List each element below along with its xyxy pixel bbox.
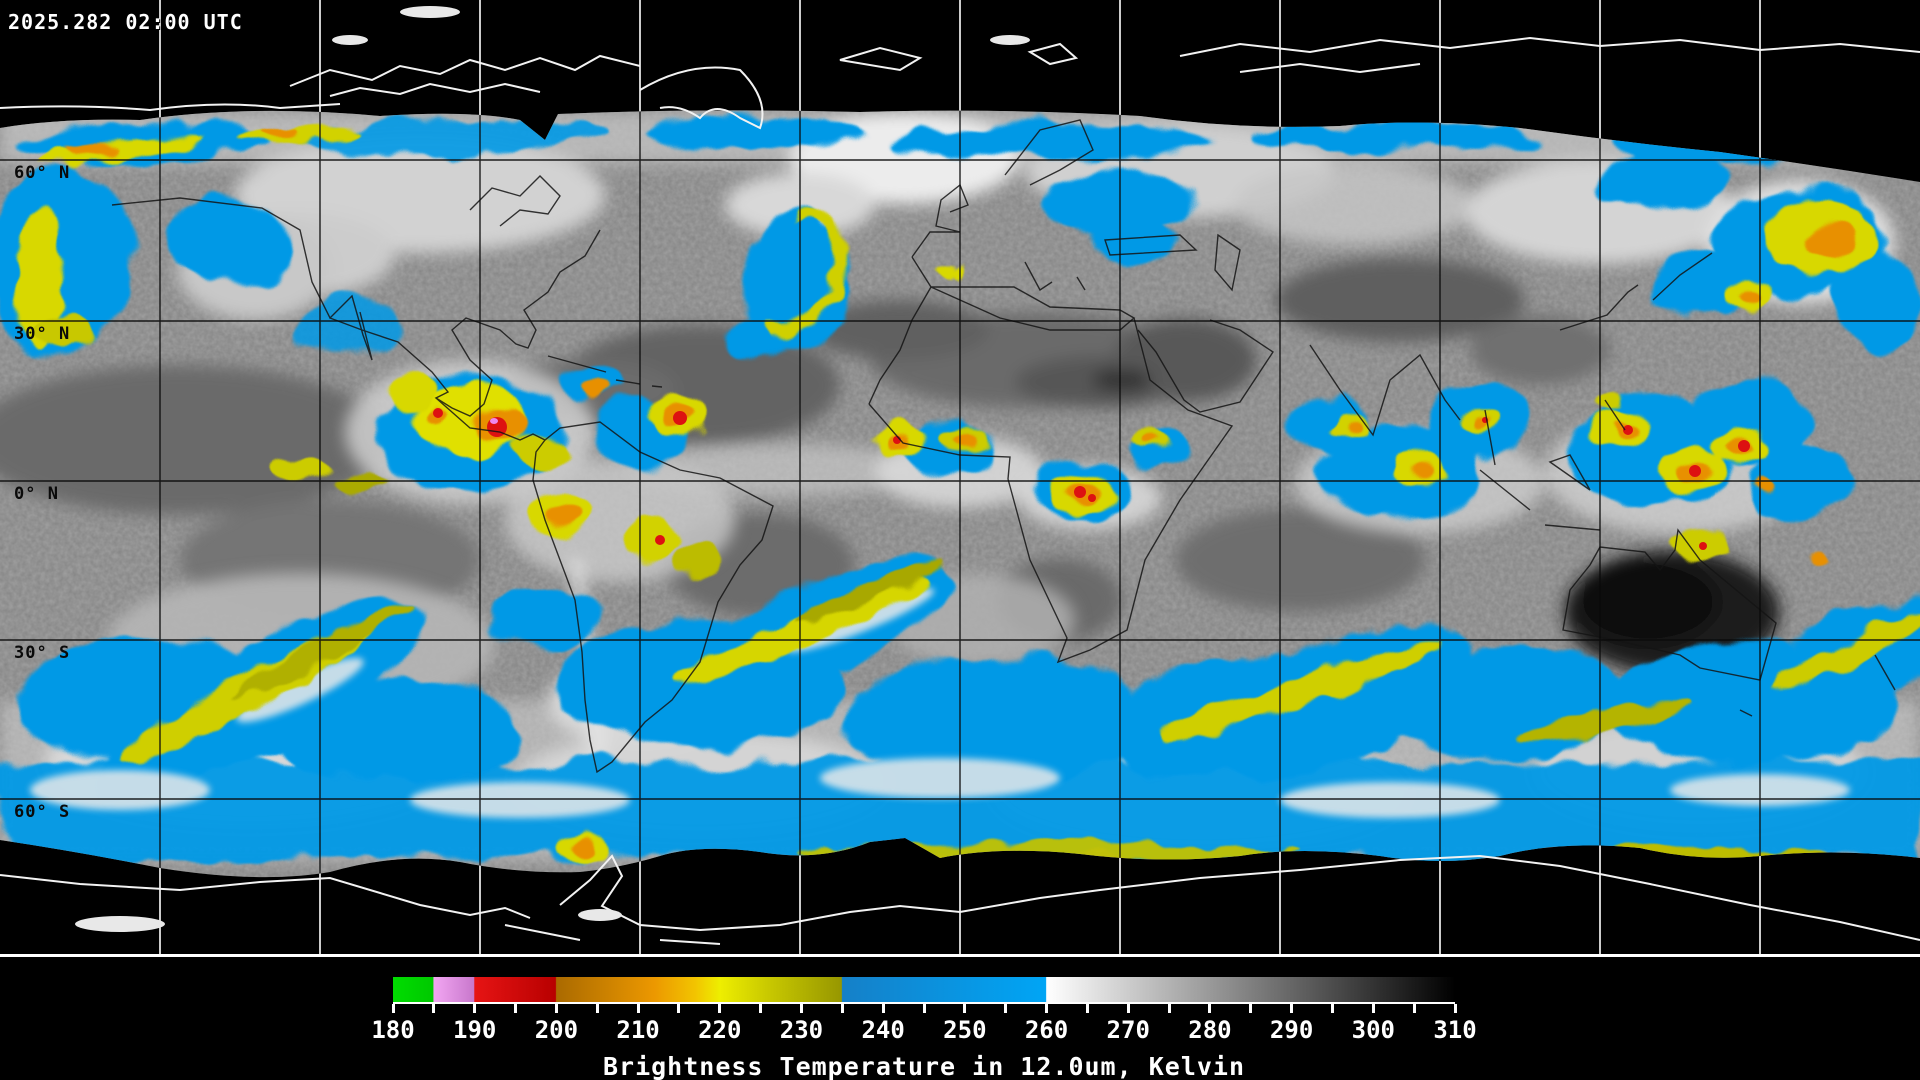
colorbar-tick-label: 220 — [698, 1016, 742, 1044]
map-bottom-border — [0, 954, 1920, 957]
colorbar-tick-mark — [1412, 1004, 1416, 1013]
polar-ice-patches — [75, 6, 1030, 932]
colorbar-tick-mark — [1126, 1004, 1130, 1013]
colorbar-tick-label: 190 — [453, 1016, 497, 1044]
colorbar-tick-mark — [1085, 1004, 1089, 1013]
latitude-label: 30° N — [14, 324, 71, 344]
colorbar-tick-mark — [799, 1004, 803, 1013]
latitude-label: 30° S — [14, 643, 71, 663]
latitude-label: 0° N — [14, 484, 59, 504]
colorbar-legend: 180 190 200 210 220 230 240 250 260 270 280 290 300 3… — [371, 977, 1477, 1080]
colorbar-tick-mark — [1208, 1004, 1212, 1013]
colorbar-tick-mark — [1290, 1004, 1294, 1013]
colorbar-tick-mark — [840, 1004, 844, 1013]
colorbar-tick-mark — [1004, 1004, 1008, 1013]
colorbar-tick-mark — [391, 1004, 395, 1013]
polar-coastlines — [0, 36, 1920, 945]
colorbar-tick-labels: 180 190 200 210 220 230 240 250 260 270 280 290 300 3… — [371, 1016, 1476, 1046]
latitude-label: 60° S — [14, 802, 71, 822]
colorbar-title: Brightness Temperature in 12.0um, Kelvin — [602, 1052, 1246, 1080]
colorbar-tick-mark — [718, 1004, 722, 1013]
colorbar-tick-label: 250 — [943, 1016, 987, 1044]
latitude-label: 60° N — [14, 163, 71, 183]
colorbar-tick-mark — [1371, 1004, 1375, 1013]
colorbar-tick-label: 230 — [779, 1016, 824, 1044]
colorbar-tick-mark — [759, 1004, 763, 1013]
colorbar-tick-label: 300 — [1351, 1016, 1395, 1044]
colorbar-tick-mark — [554, 1004, 558, 1013]
colorbar-tick-mark — [432, 1004, 436, 1013]
colorbar-tick-label: 240 — [861, 1016, 905, 1044]
colorbar-tick-mark — [1249, 1004, 1253, 1013]
very-cold-core-orange-layer — [64, 125, 1856, 855]
colorbar-tick-label: 310 — [1433, 1016, 1477, 1044]
colorbar-tick-label: 210 — [616, 1016, 660, 1044]
colorbar-tick-mark — [595, 1004, 599, 1013]
colorbar-tick-mark — [1330, 1004, 1334, 1013]
colorbar-tick-mark — [636, 1004, 640, 1013]
colorbar-tick-mark — [677, 1004, 681, 1013]
colorbar-tick-label: 200 — [534, 1016, 579, 1044]
colorbar-tick-label: 290 — [1269, 1016, 1314, 1044]
colorbar-ticks — [391, 1004, 1457, 1014]
colorbar-gradient — [393, 977, 1455, 1004]
colorbar-tick-label: 180 — [371, 1016, 415, 1044]
colorbar-tick-mark — [881, 1004, 885, 1013]
colorbar-tick-label: 280 — [1188, 1016, 1232, 1044]
colorbar-tick-mark — [963, 1004, 967, 1013]
colorbar-tick-mark — [1045, 1004, 1049, 1013]
gridlines-over-imagery — [0, 110, 1920, 878]
colorbar-tick-label: 270 — [1106, 1016, 1150, 1044]
colorbar-tick-mark — [1453, 1004, 1457, 1013]
colorbar-tick-label: 260 — [1024, 1016, 1069, 1044]
coastlines — [111, 119, 1896, 774]
colorbar-tick-mark — [514, 1004, 518, 1013]
colorbar-tick-mark — [922, 1004, 926, 1013]
colorbar-tick-mark — [473, 1004, 477, 1013]
colorbar-tick-mark — [1167, 1004, 1171, 1013]
